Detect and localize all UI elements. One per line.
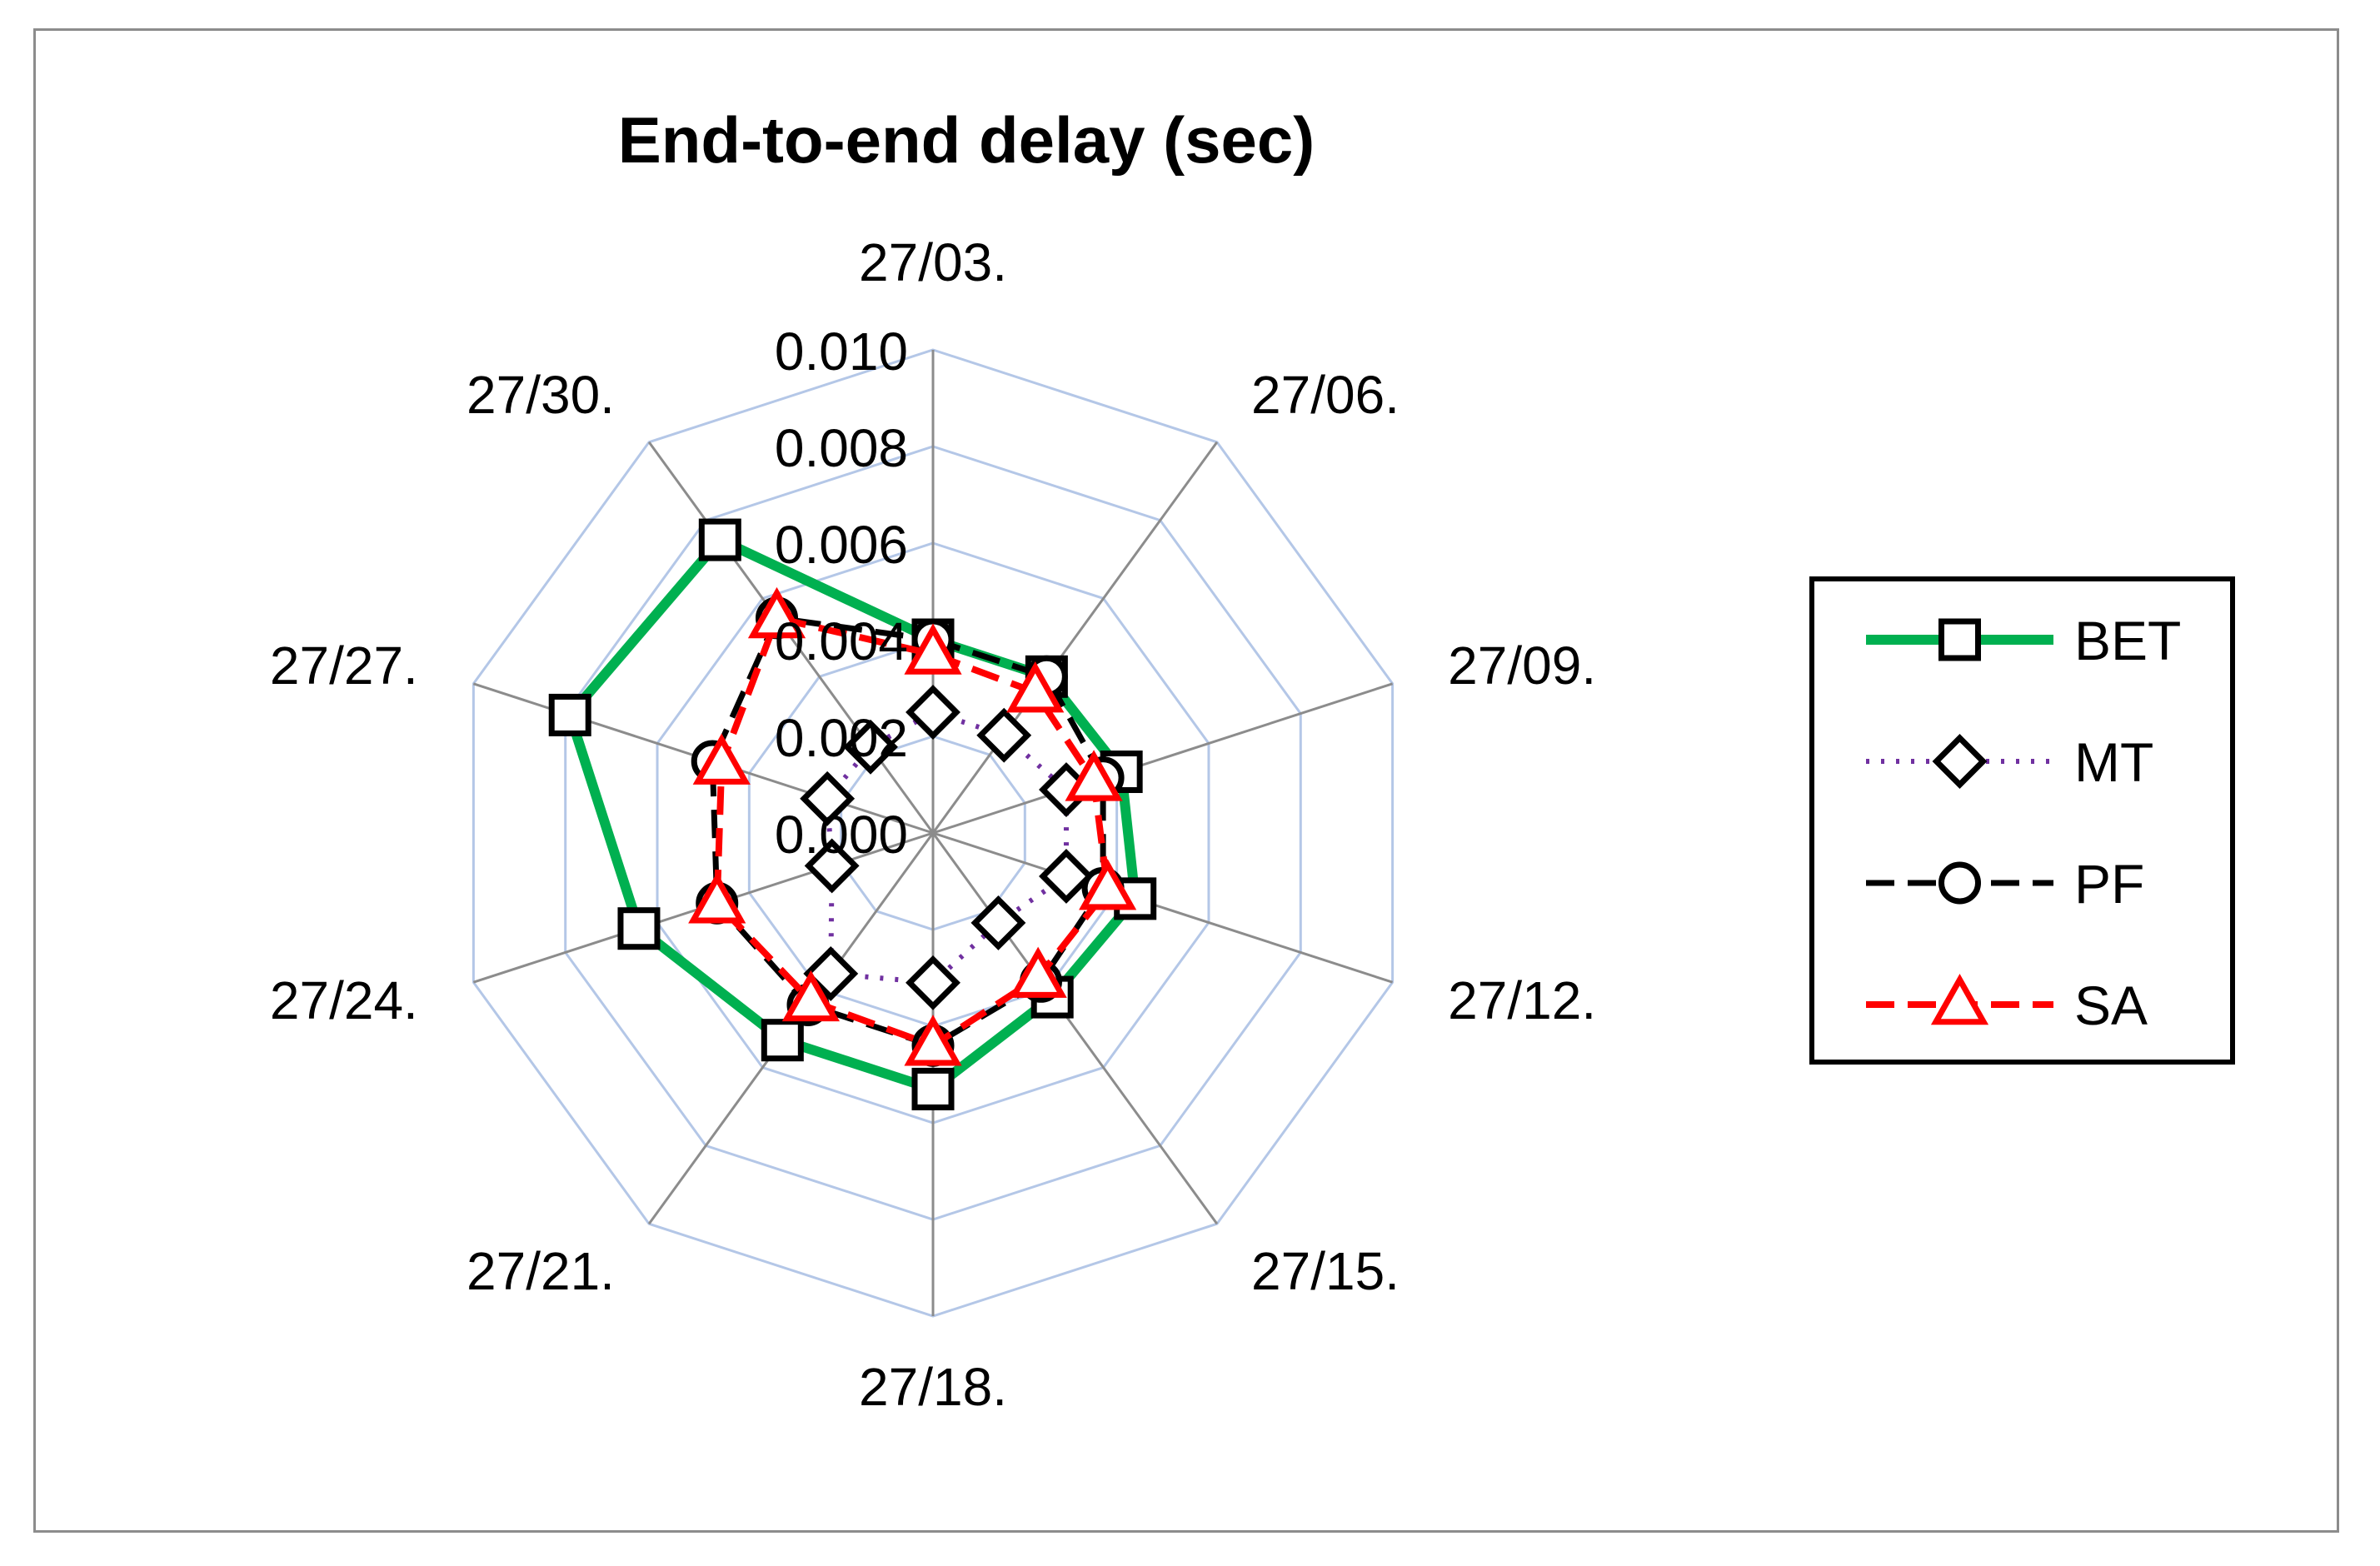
grid-spoke — [931, 832, 1219, 1225]
legend-label-sa: SA — [2074, 975, 2148, 1036]
category-label: 27/09. — [1448, 636, 1596, 696]
series-sa — [688, 586, 1137, 1066]
chart-title: End-to-end delay (sec) — [618, 103, 1315, 177]
data-point-mt — [843, 719, 898, 775]
radial-tick-labels: 0.000 0.002 0.004 0.006 0.008 0.010 — [775, 322, 908, 865]
legend-marker-bet — [1938, 618, 1981, 661]
legend-item-sa: SA — [1866, 973, 2148, 1036]
data-point-sa — [1009, 946, 1067, 998]
data-point-sa — [904, 1015, 962, 1066]
data-point-bet — [911, 1067, 955, 1110]
legend-label-pf: PF — [2074, 853, 2144, 915]
series-mt — [800, 685, 1094, 1010]
legend: BET MT PF SA — [1809, 576, 2235, 1065]
tick-label: 0.010 — [775, 322, 908, 382]
legend-label-bet: BET — [2074, 610, 2181, 671]
data-point-bet — [617, 907, 661, 950]
tick-label: 0.000 — [775, 805, 908, 865]
category-label: 27/03. — [859, 232, 1007, 292]
category-label: 27/30. — [467, 365, 615, 425]
tick-label: 0.004 — [775, 611, 908, 671]
grid-spoke — [932, 831, 1394, 984]
data-point-sa — [688, 872, 746, 924]
data-point-sa — [1079, 859, 1137, 910]
data-point-mt — [906, 955, 960, 1010]
data-point-sa — [747, 586, 806, 639]
category-label: 27/27. — [270, 636, 418, 696]
data-point-bet — [761, 1019, 804, 1062]
data-point-sa — [1065, 750, 1123, 801]
legend-item-pf: PF — [1866, 853, 2144, 915]
tick-label: 0.002 — [775, 708, 908, 768]
category-labels: 27/03. 27/06. 27/09. 27/12. 27/15. 27/18. 27/2… — [270, 232, 1596, 1417]
data-point-mt — [1039, 849, 1094, 904]
grid-spoke — [931, 441, 1219, 834]
data-point-mt — [976, 707, 1032, 763]
data-point-sa — [1006, 661, 1065, 713]
legend-box — [1809, 576, 2235, 1065]
data-point-sa — [692, 733, 751, 785]
data-point-mt — [970, 895, 1026, 950]
legend-item-mt: MT — [1866, 731, 2153, 793]
legend-item-bet: BET — [1866, 610, 2181, 671]
data-point-mt — [906, 685, 960, 740]
legend-marker-mt — [1932, 734, 1988, 789]
tick-label: 0.008 — [775, 418, 908, 478]
tick-label: 0.006 — [775, 515, 908, 575]
data-point-sa — [904, 623, 962, 675]
category-label: 27/15. — [1251, 1241, 1400, 1301]
legend-marker-sa — [1930, 973, 1989, 1025]
legend-marker-pf — [1938, 861, 1981, 905]
legend-label-mt: MT — [2074, 731, 2153, 793]
data-point-bet — [548, 693, 591, 736]
series-layer — [548, 518, 1157, 1110]
data-point-mt — [804, 838, 860, 894]
category-label: 27/18. — [859, 1357, 1007, 1417]
data-point-bet — [698, 518, 741, 561]
category-label: 27/21. — [467, 1241, 615, 1301]
category-label: 27/06. — [1251, 365, 1400, 425]
category-label: 27/12. — [1448, 970, 1596, 1030]
data-point-mt — [800, 771, 856, 826]
data-point-sa — [781, 970, 840, 1022]
category-label: 27/24. — [270, 970, 418, 1030]
grid-spoke — [932, 682, 1394, 835]
